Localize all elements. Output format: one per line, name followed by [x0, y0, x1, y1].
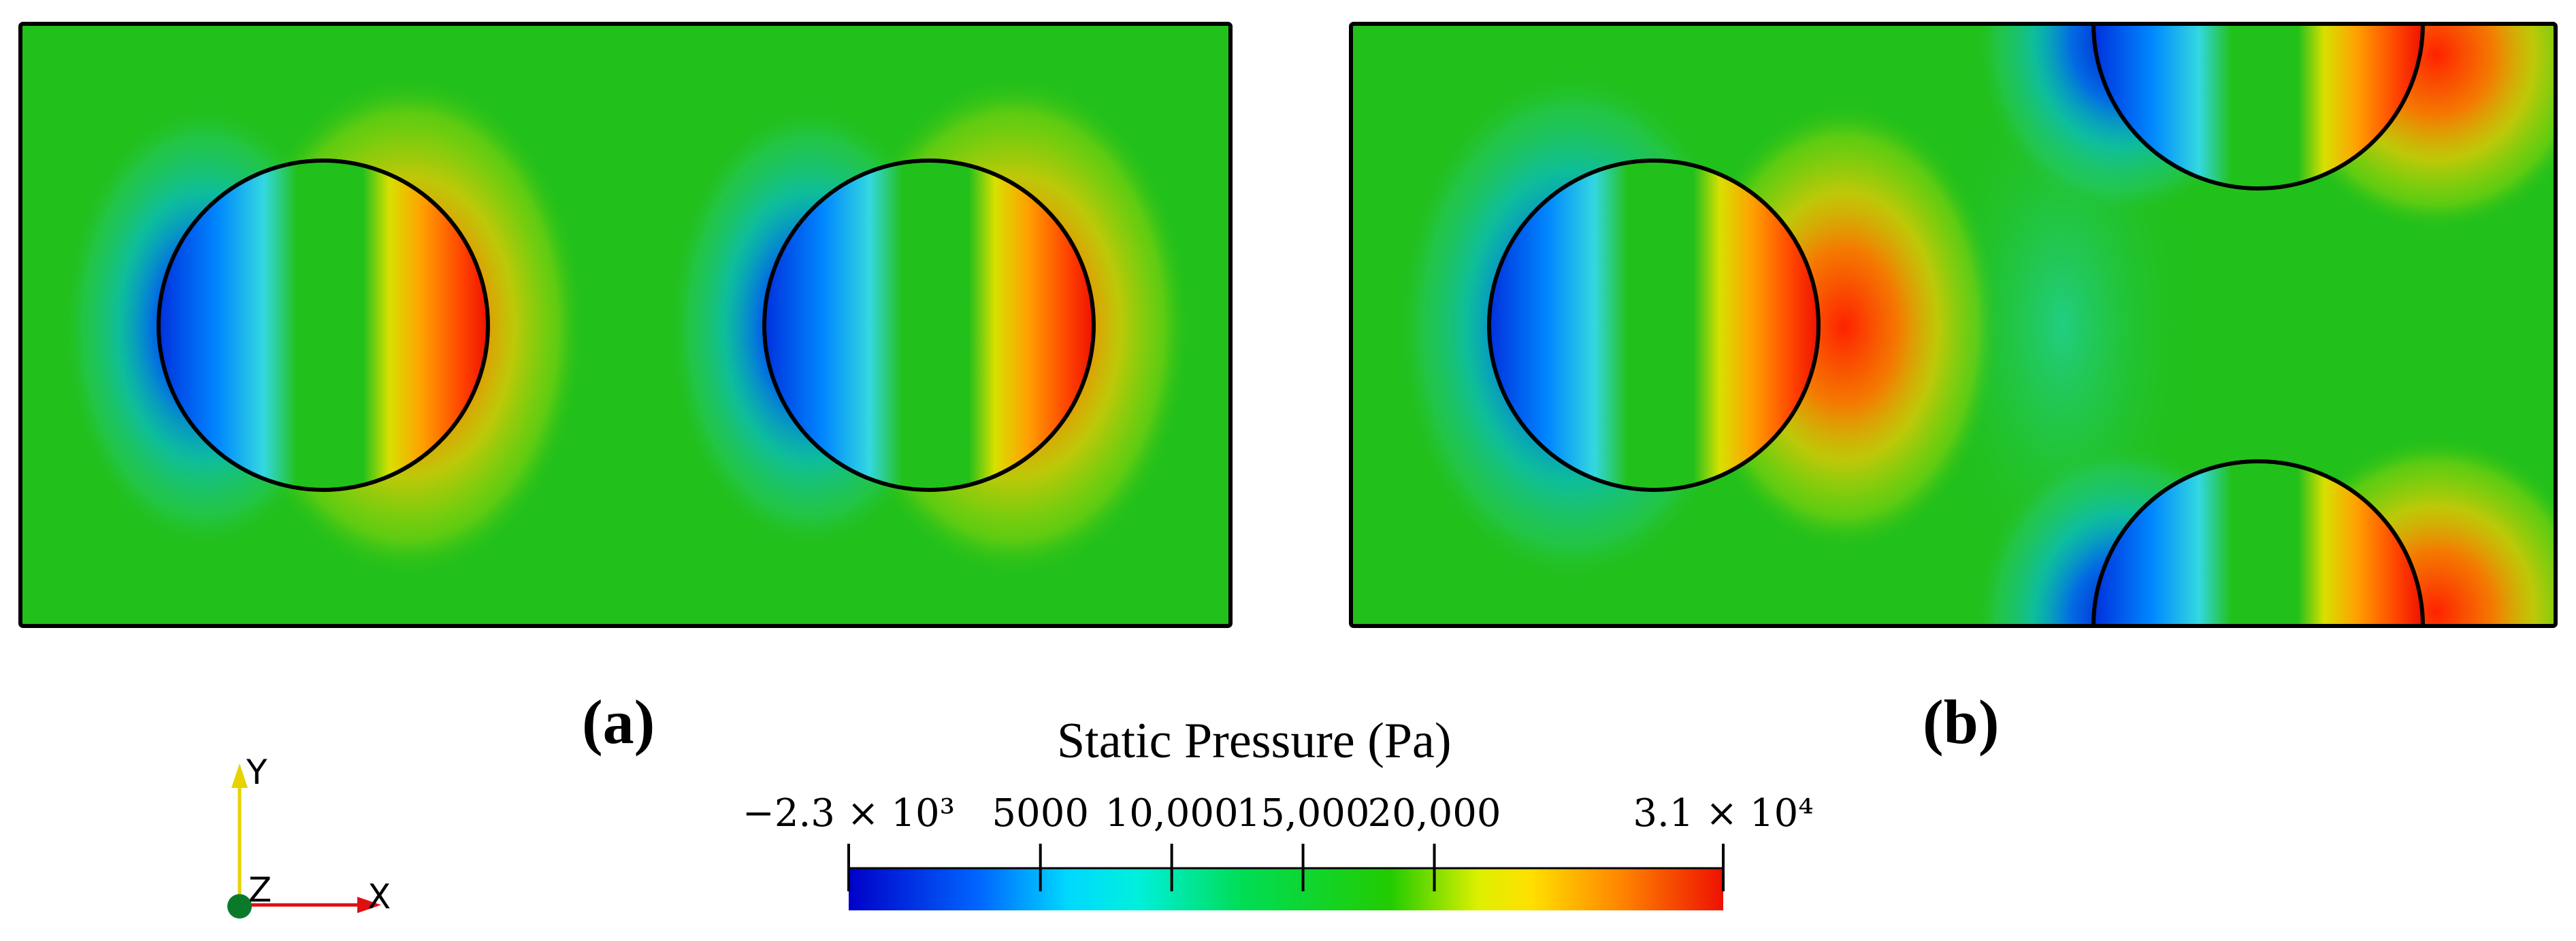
colorbar — [847, 844, 1725, 910]
colorbar-title: Static Pressure (Pa) — [1057, 713, 1452, 769]
cylinder-b-middle — [1487, 159, 1821, 492]
y-axis-label: Y — [246, 753, 267, 792]
colorbar-tick-label: 15,000 — [1236, 791, 1370, 836]
panel-b-frame — [1349, 22, 2558, 628]
colorbar-tick-label: 20,000 — [1367, 791, 1501, 836]
panel-a-label: (a) — [582, 691, 655, 753]
panel-b-label-open: ( — [1923, 687, 1944, 757]
y-axis-arrow — [231, 763, 248, 788]
colorbar-tick-label: 5000 — [992, 791, 1089, 836]
panel-a-field — [20, 24, 1230, 626]
panel-b-label-close: ) — [1978, 687, 2000, 757]
axis-triad: Y Z X — [227, 753, 391, 919]
cylinder-a1 — [157, 159, 490, 492]
cylinder-a2 — [762, 159, 1096, 492]
panel-a-label-open: ( — [582, 687, 603, 757]
x-axis-label: X — [368, 877, 391, 917]
z-axis-dot — [227, 894, 252, 919]
colorbar-tick-marks — [847, 844, 1725, 891]
panel-a-frame — [18, 22, 1233, 628]
panel-b-field — [1351, 24, 2556, 626]
colorbar-tick-label: 10,000 — [1105, 791, 1239, 836]
z-axis-label: Z — [248, 870, 272, 910]
cylinder-b-top — [2091, 23, 2425, 191]
x-axis-arrow — [357, 897, 381, 913]
cylinder-b-bottom — [2091, 459, 2425, 627]
colorbar-gradient — [849, 868, 1723, 910]
panel-b-label: (b) — [1923, 691, 1999, 753]
colorbar-tick-label: 3.1 × 10⁴ — [1633, 791, 1814, 836]
colorbar-tick-label: −2.3 × 10³ — [742, 791, 956, 836]
panel-b-label-letter: b — [1943, 687, 1978, 757]
panel-a-label-close: ) — [634, 687, 655, 757]
panel-a-label-letter: a — [602, 687, 634, 757]
